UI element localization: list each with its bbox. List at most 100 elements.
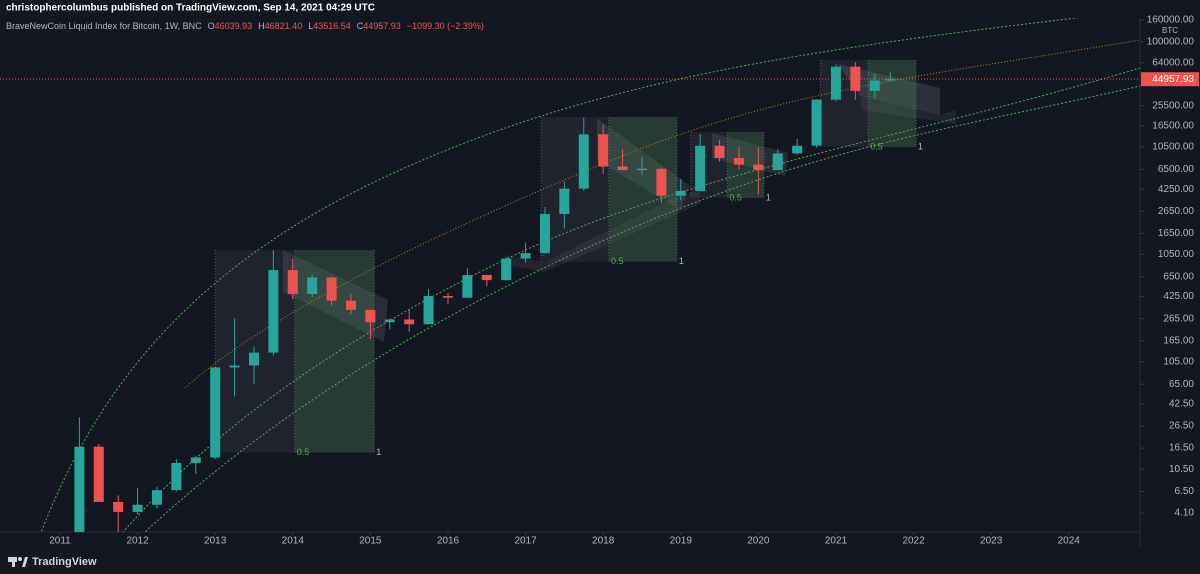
y-tick-label: 16500.00 [1152,121,1194,132]
legend-title: BraveNewCoin Liquid Index for Bitcoin, 1… [6,21,202,31]
fib-label: 0.5 [297,447,310,457]
candle-body [326,277,337,301]
candle-body [714,145,725,158]
candle-body [539,213,550,254]
publisher-header: christophercolumbus published on Trading… [6,3,375,14]
x-tick-label: 2021 [825,536,848,547]
candle-body [132,504,143,512]
y-tick-label: 2650.00 [1158,206,1195,217]
x-tick-label: 2015 [359,536,382,547]
candle-body [74,446,85,532]
growth-curve [144,85,1140,532]
fib-zone [608,116,677,262]
fib-label: 1 [766,192,771,202]
x-tick-label: 2012 [126,536,149,547]
x-tick-label: 2017 [514,536,537,547]
y-tick-label: 6.50 [1175,486,1195,497]
candle-body [617,166,628,171]
candle-body [423,296,434,325]
y-tick-label: 265.00 [1163,313,1194,324]
y-tick-label: 65.00 [1169,379,1194,390]
y-tick-label: 4.10 [1175,508,1195,519]
candle-body [733,157,744,165]
candle-body [753,164,764,171]
y-tick-label: 64000.00 [1152,57,1194,68]
candle-body [501,258,512,281]
candle-body [268,270,279,353]
fib-zone [868,59,916,148]
y-tick-label: 1050.00 [1158,249,1195,260]
x-tick-label: 2024 [1058,536,1081,547]
tv-logo [8,557,28,567]
candle-body [113,501,124,512]
x-tick-label: 2020 [747,536,770,547]
candle-body [229,365,240,368]
channel [712,133,788,176]
price-tag-label: 44957.93 [1152,74,1194,85]
y-tick-label: 10500.00 [1152,142,1194,153]
candle-body [248,352,259,366]
fib-label: 0.5 [729,192,742,202]
legend-ohlc-name: C [357,21,364,31]
y-tick-label: 16.50 [1169,443,1194,454]
channel [860,96,956,124]
x-tick-label: 2018 [592,536,615,547]
y-tick-label: 6500.00 [1158,164,1195,175]
candle-body [481,275,492,281]
candle-body [811,99,822,146]
channel [505,190,700,272]
candle-body [210,367,221,458]
price-tag [1141,72,1199,87]
y-tick-label: 105.00 [1163,356,1194,367]
fib-label: 1 [918,141,923,151]
x-tick-label: 2023 [980,536,1003,547]
fib-label: 0.5 [611,256,624,266]
y-tick-label: 4250.00 [1158,184,1195,195]
fib-label: 0.5 [870,141,883,151]
candle-body [404,319,415,325]
y-tick-label: 160000.00 [1147,15,1195,26]
fib-label: 1 [376,447,381,457]
y-tick-label: 425.00 [1163,291,1194,302]
footer-bar [0,548,1200,574]
candle-body [772,153,783,171]
candle-body [598,134,609,167]
candle-body [307,277,318,294]
y-tick-label: 10.50 [1169,464,1194,475]
legend-ohlc-value: 46821.40 [265,21,303,31]
candle-body [578,134,589,189]
x-tick-label: 2022 [902,536,925,547]
candle-body [850,66,861,91]
candle-body [869,80,880,91]
growth-curve [184,39,1140,389]
x-tick-label: 2014 [282,536,305,547]
y-tick-label: 42.50 [1169,399,1194,410]
x-tick-label: 2016 [437,536,460,547]
candle-body [885,79,896,81]
fib-label: 1 [679,256,684,266]
channel [838,64,940,115]
candle-body [656,168,667,196]
y-unit: BTC [1162,26,1178,35]
candle-body [365,309,376,323]
legend-ohlc-name: H [258,21,265,31]
candle-body [190,457,201,463]
x-tick-label: 2019 [670,536,693,547]
candle-body [384,319,395,323]
channel [597,118,690,210]
footer-brand: TradingView [32,556,97,568]
candle-body [462,275,473,298]
candle-body [559,188,570,214]
legend-ohlc-name: O [208,21,215,31]
candle-body [675,190,686,196]
y-tick-label: 1650.00 [1158,228,1195,239]
candle-body [636,168,647,171]
legend: BraveNewCoin Liquid Index for Bitcoin, 1… [6,21,484,31]
legend-change: −1099.30 (−2.39%) [407,21,484,31]
growth-curve [40,18,1081,532]
legend-ohlc-value: 43516.54 [313,21,351,31]
legend-ohlc-name: L [308,21,313,31]
candle-body [151,490,162,505]
